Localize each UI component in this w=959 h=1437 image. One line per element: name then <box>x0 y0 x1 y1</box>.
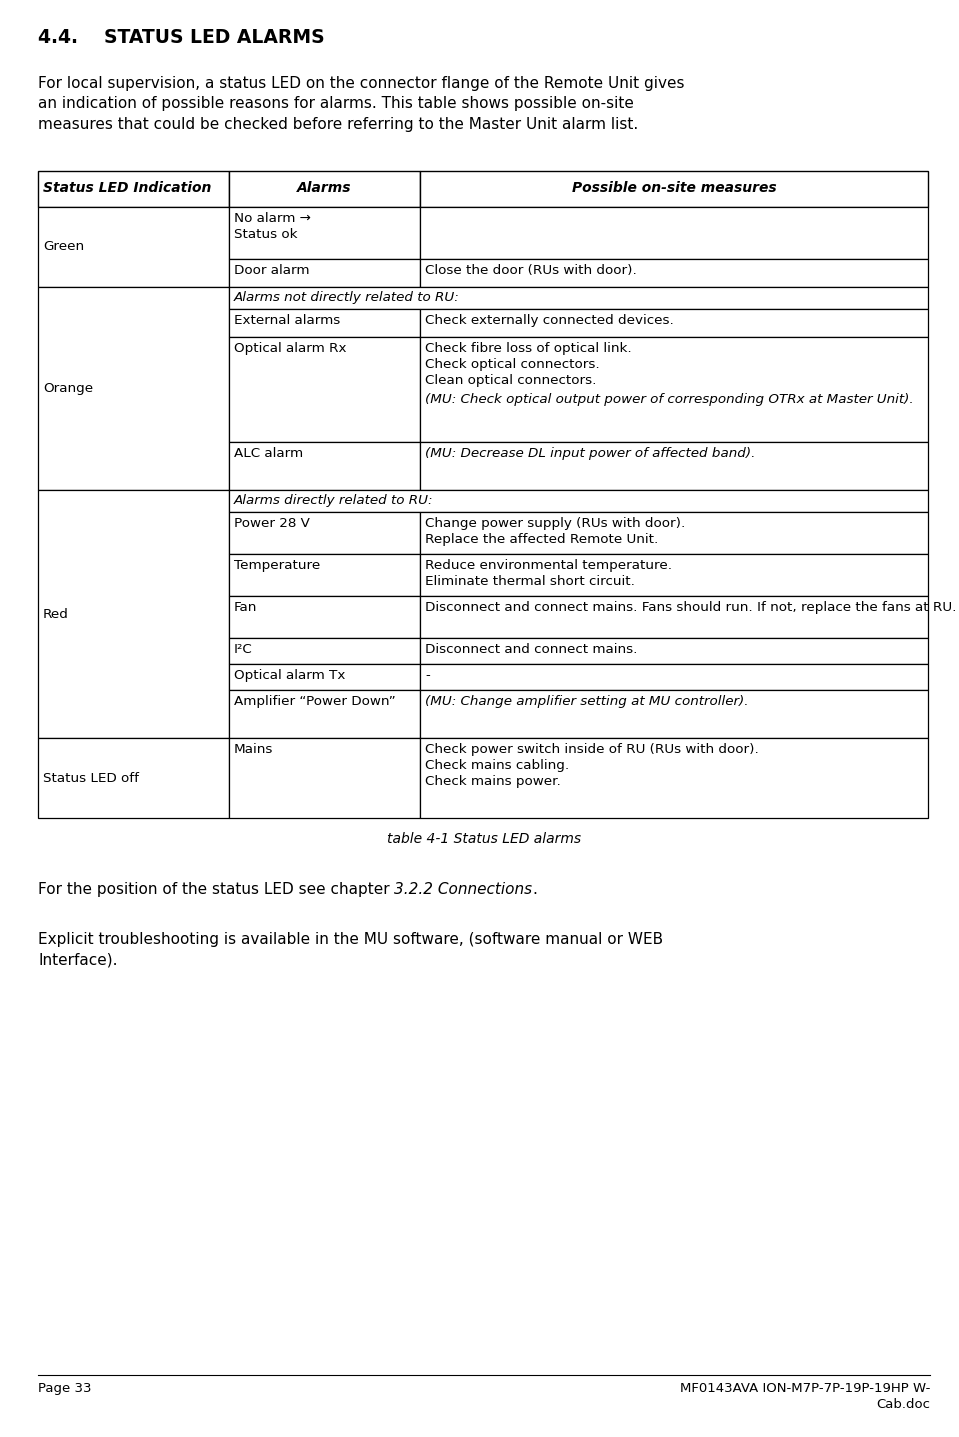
Text: I²C: I²C <box>234 642 253 657</box>
Text: (MU: Check optical output power of corresponding OTRx at Master Unit).: (MU: Check optical output power of corre… <box>425 392 914 405</box>
Bar <box>38 490 229 739</box>
Bar <box>229 555 420 596</box>
Text: Reduce environmental temperature.
Eliminate thermal short circuit.: Reduce environmental temperature. Elimin… <box>425 559 672 588</box>
Text: No alarm →
Status ok: No alarm → Status ok <box>234 213 311 240</box>
Bar <box>229 287 928 309</box>
Bar <box>38 207 229 287</box>
Text: Orange: Orange <box>43 382 93 395</box>
Text: table 4-1 Status LED alarms: table 4-1 Status LED alarms <box>386 832 581 846</box>
Text: Fan: Fan <box>234 601 257 614</box>
Text: MF0143AVA ION-M7P-7P-19P-19HP W-
Cab.doc: MF0143AVA ION-M7P-7P-19P-19HP W- Cab.doc <box>680 1382 930 1411</box>
Bar <box>229 338 420 443</box>
Text: 3.2.2 Connections: 3.2.2 Connections <box>394 882 532 897</box>
Bar <box>229 207 420 259</box>
Text: .: . <box>532 882 537 897</box>
Text: Temperature: Temperature <box>234 559 320 572</box>
Bar <box>420 309 928 338</box>
Bar <box>229 309 420 338</box>
Text: (MU: Decrease DL input power of affected band).: (MU: Decrease DL input power of affected… <box>425 447 756 460</box>
Bar <box>420 512 928 555</box>
Text: Check fibre loss of optical link.
Check optical connectors.
Clean optical connec: Check fibre loss of optical link. Check … <box>425 342 632 387</box>
Text: Possible on-site measures: Possible on-site measures <box>572 181 777 195</box>
Bar <box>38 171 229 207</box>
Text: Explicit troubleshooting is available in the MU software, (software manual or WE: Explicit troubleshooting is available in… <box>38 933 663 967</box>
Bar <box>420 171 928 207</box>
Text: Alarms not directly related to RU:: Alarms not directly related to RU: <box>234 292 459 305</box>
Text: Red: Red <box>43 608 69 621</box>
Bar <box>420 259 928 287</box>
Bar <box>229 512 420 555</box>
Bar <box>420 664 928 690</box>
Text: Page 33: Page 33 <box>38 1382 91 1395</box>
Text: Check power switch inside of RU (RUs with door).
Check mains cabling.
Check main: Check power switch inside of RU (RUs wit… <box>425 743 759 787</box>
Text: Change power supply (RUs with door).
Replace the affected Remote Unit.: Change power supply (RUs with door). Rep… <box>425 517 686 546</box>
Text: Close the door (RUs with door).: Close the door (RUs with door). <box>425 264 637 277</box>
Bar <box>420 338 928 443</box>
Bar <box>229 739 420 818</box>
Text: Disconnect and connect mains. Fans should run. If not, replace the fans at RU.: Disconnect and connect mains. Fans shoul… <box>425 601 956 614</box>
Bar <box>420 207 928 259</box>
Bar <box>229 690 420 739</box>
Text: Status LED off: Status LED off <box>43 772 139 785</box>
Text: Green: Green <box>43 240 84 253</box>
Text: Mains: Mains <box>234 743 273 756</box>
Text: ALC alarm: ALC alarm <box>234 447 303 460</box>
Text: Optical alarm Rx: Optical alarm Rx <box>234 342 346 355</box>
Text: Optical alarm Tx: Optical alarm Tx <box>234 670 345 683</box>
Bar <box>420 596 928 638</box>
Text: Alarms: Alarms <box>296 181 351 195</box>
Text: Alarms directly related to RU:: Alarms directly related to RU: <box>234 494 433 507</box>
Bar <box>38 287 229 490</box>
Text: For the position of the status LED see chapter: For the position of the status LED see c… <box>38 882 394 897</box>
Bar <box>420 690 928 739</box>
Text: (MU: Change amplifier setting at MU controller).: (MU: Change amplifier setting at MU cont… <box>425 696 749 708</box>
Bar <box>229 171 420 207</box>
Bar <box>229 638 420 664</box>
Text: Disconnect and connect mains.: Disconnect and connect mains. <box>425 642 638 657</box>
Text: Door alarm: Door alarm <box>234 264 310 277</box>
Text: -: - <box>425 670 430 683</box>
Bar <box>229 664 420 690</box>
Text: Power 28 V: Power 28 V <box>234 517 310 530</box>
Bar <box>229 259 420 287</box>
Text: External alarms: External alarms <box>234 315 340 328</box>
Bar <box>420 739 928 818</box>
Bar <box>420 638 928 664</box>
Text: Amplifier “Power Down”: Amplifier “Power Down” <box>234 696 396 708</box>
Text: Check externally connected devices.: Check externally connected devices. <box>425 315 674 328</box>
Bar <box>420 555 928 596</box>
Text: 4.4.    STATUS LED ALARMS: 4.4. STATUS LED ALARMS <box>38 27 325 47</box>
Bar <box>38 739 229 818</box>
Bar <box>229 596 420 638</box>
Text: For local supervision, a status LED on the connector flange of the Remote Unit g: For local supervision, a status LED on t… <box>38 76 685 132</box>
Bar <box>420 443 928 490</box>
Text: Status LED Indication: Status LED Indication <box>43 181 211 195</box>
Bar <box>229 490 928 512</box>
Bar <box>229 443 420 490</box>
